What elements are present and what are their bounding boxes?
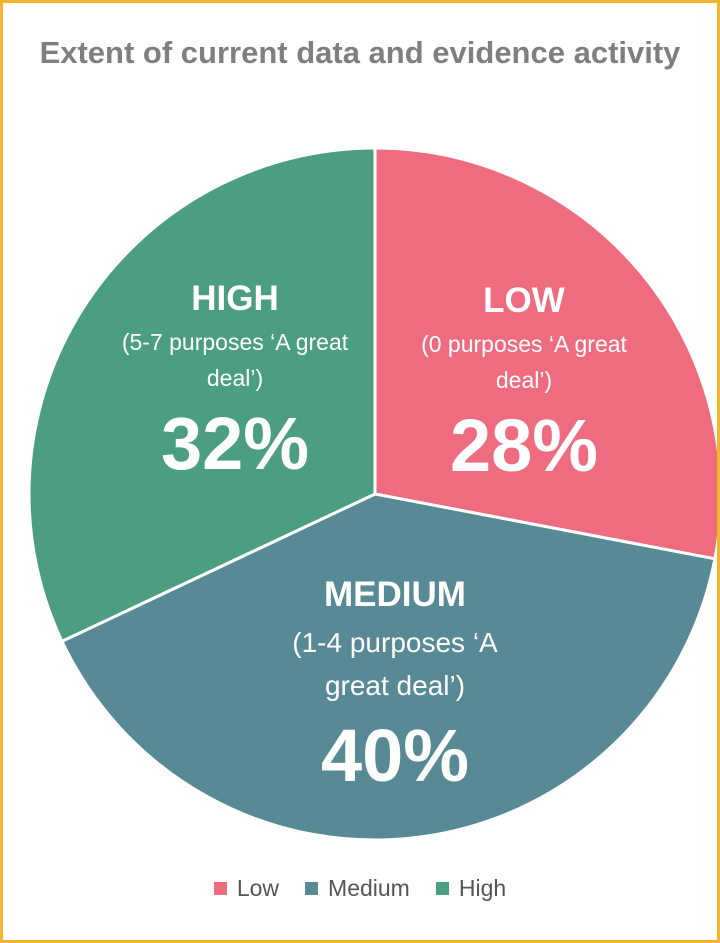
value-label: 32% [160, 402, 310, 486]
legend-label: High [458, 875, 507, 901]
legend-item: Medium [305, 875, 410, 902]
slice-note: (0 purposes ‘A great deal’) [421, 331, 627, 393]
slice-label: HIGH (5-7 purposes ‘A great deal’) 32% [85, 277, 385, 492]
slice-label: MEDIUM (1-4 purposes ‘A great deal’) 40% [245, 573, 545, 804]
slice-note: (1-4 purposes ‘A great deal’) [292, 627, 498, 702]
slice-label: LOW (0 purposes ‘A great deal’) 28% [374, 279, 674, 494]
legend-item: Low [213, 875, 280, 902]
slice-note: (5-7 purposes ‘A great deal’) [121, 329, 349, 391]
legend-swatch [213, 882, 227, 895]
legend-label: Medium [328, 875, 410, 901]
legend-item: High [435, 875, 507, 902]
legend: Low Medium High [3, 875, 717, 902]
pie-slice [373, 146, 717, 561]
slice-title: MEDIUM [324, 575, 466, 614]
pie-slice [27, 146, 377, 644]
slice-title: HIGH [191, 279, 279, 318]
value-label: 40% [320, 713, 470, 797]
pie-slice [59, 492, 717, 842]
chart-title: Extent of current data and evidence acti… [39, 35, 681, 70]
value-label: 28% [449, 404, 599, 488]
legend-swatch [305, 882, 319, 895]
pie-canvas [27, 146, 717, 842]
slice-title: LOW [483, 281, 565, 320]
legend-label: Low [236, 875, 280, 901]
legend-swatch [435, 882, 449, 895]
